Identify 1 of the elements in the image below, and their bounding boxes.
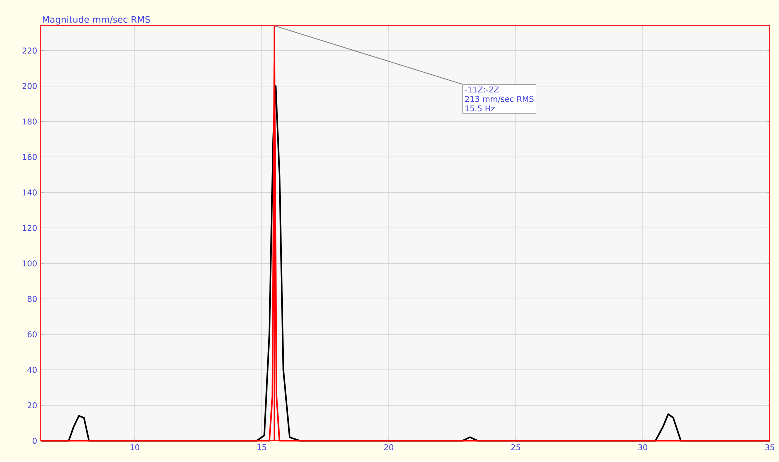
- y-axis-title: Magnitude mm/sec RMS: [43, 16, 150, 25]
